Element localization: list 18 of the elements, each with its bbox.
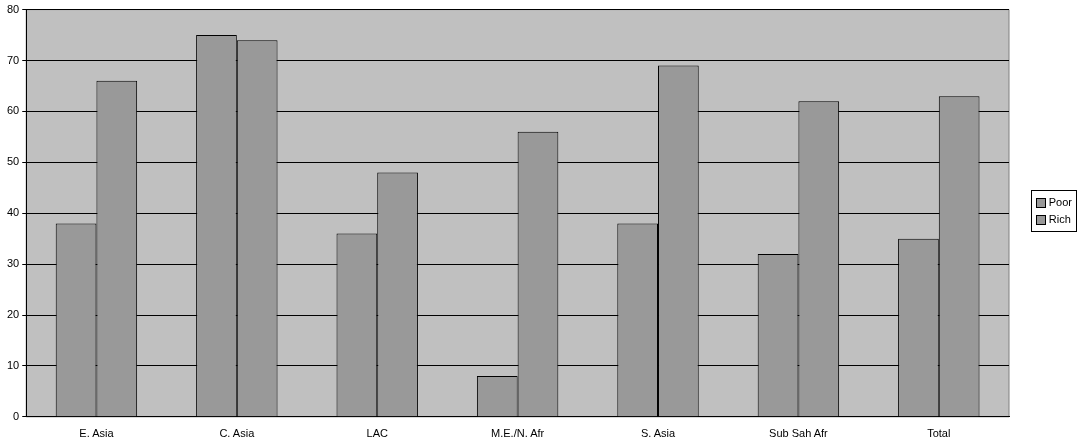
x-tick-label: C. Asia (219, 427, 256, 440)
y-tick-label: 40 (6, 206, 20, 219)
y-tick-label: 10 (6, 358, 20, 371)
y-tick-label: 30 (6, 257, 20, 270)
x-tick-label: Sub Sah Afr (769, 427, 829, 440)
y-tick-label: 70 (6, 53, 20, 66)
y-tick-label: 60 (6, 104, 20, 117)
x-tick-label: Total (927, 427, 951, 440)
y-tick-label: 80 (6, 2, 20, 15)
y-tick-label: 20 (6, 308, 20, 321)
x-tick-label: LAC (366, 427, 388, 440)
x-tick-label: E. Asia (79, 427, 115, 440)
x-tick-label: S. Asia (640, 427, 677, 440)
x-tick-label: M.E./N. Afr (491, 427, 545, 440)
legend-label: Rich (1048, 212, 1071, 227)
legend-label: Poor (1048, 195, 1072, 210)
y-tick-label: 0 (13, 409, 20, 422)
y-tick-label: 50 (6, 155, 20, 168)
